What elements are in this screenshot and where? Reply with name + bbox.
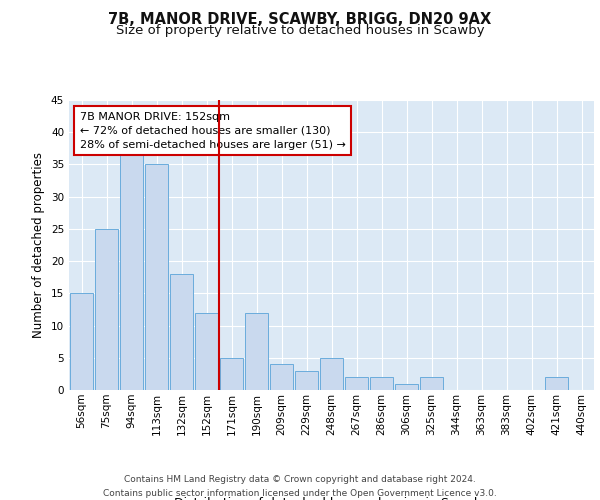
Bar: [344, 377, 368, 390]
Bar: [370, 377, 394, 390]
Y-axis label: Number of detached properties: Number of detached properties: [32, 152, 46, 338]
Bar: [119, 152, 143, 390]
Bar: [220, 358, 244, 390]
Bar: [295, 370, 319, 390]
Bar: [95, 229, 118, 390]
Bar: [269, 364, 293, 390]
Bar: [145, 164, 169, 390]
Bar: [395, 384, 418, 390]
Bar: [545, 377, 568, 390]
Bar: [194, 312, 218, 390]
Text: 7B MANOR DRIVE: 152sqm
← 72% of detached houses are smaller (130)
28% of semi-de: 7B MANOR DRIVE: 152sqm ← 72% of detached…: [79, 112, 346, 150]
Bar: [320, 358, 343, 390]
Bar: [170, 274, 193, 390]
Text: 7B, MANOR DRIVE, SCAWBY, BRIGG, DN20 9AX: 7B, MANOR DRIVE, SCAWBY, BRIGG, DN20 9AX: [109, 12, 491, 28]
Text: Contains HM Land Registry data © Crown copyright and database right 2024.
Contai: Contains HM Land Registry data © Crown c…: [103, 476, 497, 498]
Bar: [245, 312, 268, 390]
Bar: [419, 377, 443, 390]
Text: Size of property relative to detached houses in Scawby: Size of property relative to detached ho…: [116, 24, 484, 37]
X-axis label: Distribution of detached houses by size in Scawby: Distribution of detached houses by size …: [174, 498, 489, 500]
Bar: [70, 294, 94, 390]
